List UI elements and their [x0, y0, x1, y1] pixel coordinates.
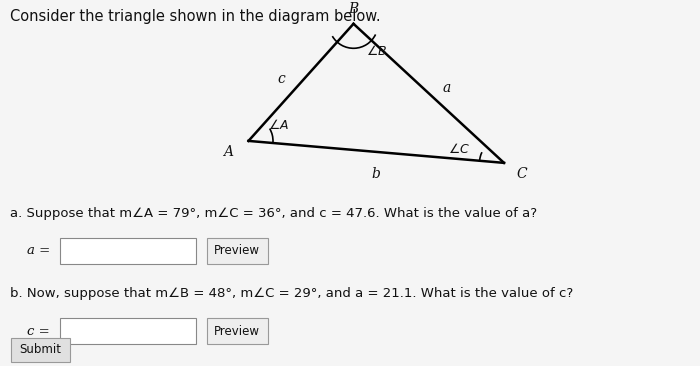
- FancyBboxPatch shape: [60, 318, 196, 344]
- Text: Preview: Preview: [214, 244, 260, 257]
- Text: a =: a =: [27, 244, 50, 257]
- Text: B: B: [349, 3, 358, 16]
- FancyBboxPatch shape: [10, 338, 70, 362]
- Text: c: c: [278, 72, 286, 86]
- Text: a. Suppose that m∠A = 79°, m∠C = 36°, and c = 47.6. What is the value of a?: a. Suppose that m∠A = 79°, m∠C = 36°, an…: [10, 207, 538, 220]
- FancyBboxPatch shape: [60, 238, 196, 264]
- Text: c =: c =: [27, 325, 49, 338]
- Text: $\angle B$: $\angle B$: [366, 44, 387, 58]
- FancyBboxPatch shape: [206, 318, 268, 344]
- Text: $\angle A$: $\angle A$: [268, 118, 289, 132]
- Text: a: a: [443, 81, 451, 95]
- Text: b: b: [372, 167, 381, 180]
- FancyBboxPatch shape: [206, 238, 268, 264]
- Text: Submit: Submit: [20, 343, 62, 356]
- Text: C: C: [517, 167, 527, 180]
- Text: $\angle C$: $\angle C$: [448, 142, 470, 156]
- Text: b. Now, suppose that m∠B = 48°, m∠C = 29°, and a = 21.1. What is the value of c?: b. Now, suppose that m∠B = 48°, m∠C = 29…: [10, 287, 574, 300]
- Text: Consider the triangle shown in the diagram below.: Consider the triangle shown in the diagr…: [10, 9, 381, 24]
- Text: A: A: [223, 145, 233, 158]
- Text: Preview: Preview: [214, 325, 260, 338]
